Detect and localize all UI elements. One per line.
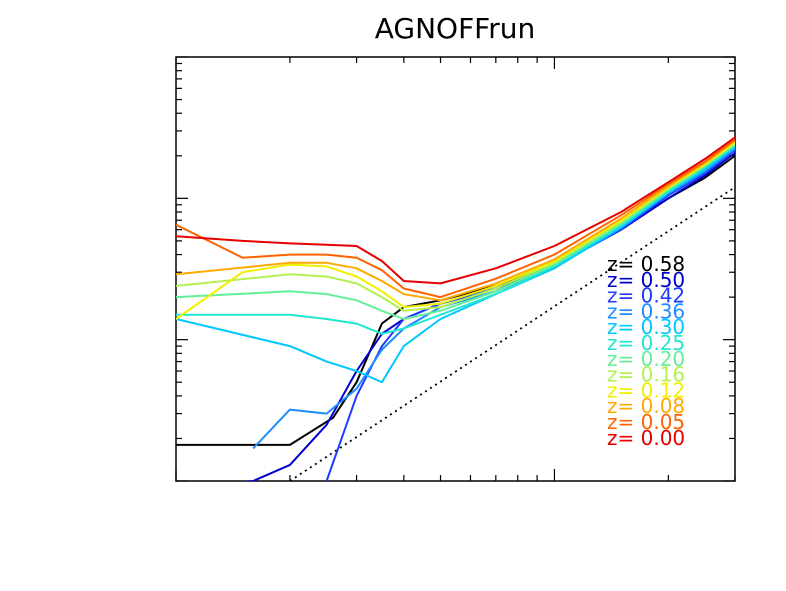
legend: z= 0.58z= 0.50z= 0.42z= 0.36z= 0.30z= 0.… [607, 252, 685, 450]
series-line-6 [176, 143, 735, 320]
legend-entry-4: z= 0.30 [607, 315, 685, 339]
series-line-9 [176, 140, 735, 302]
legend-entry-11: z= 0.00 [607, 426, 685, 450]
series-line-2 [325, 149, 735, 481]
legend-entry-3: z= 0.36 [607, 299, 685, 323]
series-lines [176, 136, 735, 481]
legend-entry-10: z= 0.05 [607, 410, 685, 434]
legend-entry-7: z= 0.16 [607, 363, 685, 387]
legend-entry-0: z= 0.58 [607, 252, 685, 276]
legend-entry-9: z= 0.08 [607, 394, 685, 418]
series-line-5 [176, 145, 735, 335]
series-line-11 [176, 136, 735, 285]
chart-title: AGNOFFrun [375, 12, 536, 45]
legend-entry-6: z= 0.20 [607, 347, 685, 371]
legend-entry-2: z= 0.42 [607, 284, 685, 308]
axes [175, 56, 736, 482]
legend-entry-5: z= 0.25 [607, 331, 685, 355]
legend-entry-8: z= 0.12 [607, 378, 685, 402]
plot-frame [175, 56, 736, 482]
legend-entry-1: z= 0.50 [607, 268, 685, 292]
reference-line [289, 186, 735, 481]
series-line-10 [176, 138, 735, 299]
